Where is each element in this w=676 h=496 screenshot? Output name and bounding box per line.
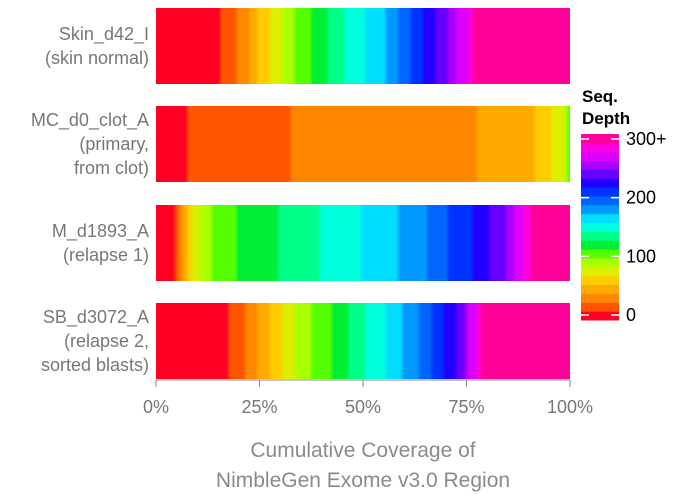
row-label: SB_d3072_A [43, 307, 149, 328]
legend-swatch [581, 169, 619, 179]
legend-swatch [581, 134, 619, 144]
legend-swatch [581, 249, 619, 259]
legend-swatch [581, 293, 619, 303]
row-label: (primary, [79, 134, 149, 154]
legend-swatch [581, 178, 619, 188]
x-axis-title-line: NimbleGen Exome v3.0 Region [216, 469, 510, 492]
legend-swatch [581, 284, 619, 294]
x-tick-label: 25% [241, 397, 277, 417]
legend-swatch [581, 142, 619, 153]
legend-swatch [581, 240, 619, 250]
legend-swatch [581, 231, 619, 241]
legend-tick-label: 100 [626, 246, 656, 266]
legend-swatch [581, 275, 619, 286]
legend-title-line: Depth [582, 109, 630, 128]
x-tick-label: 100% [547, 397, 593, 417]
legend-swatch [581, 204, 619, 215]
row-label: (relapse 1) [63, 245, 149, 265]
row-label: from clot) [74, 158, 149, 178]
x-axis: 0% 25% 50% 75% 100% [143, 379, 593, 417]
row-label: Skin_d42_I [59, 24, 149, 45]
legend-swatch [581, 258, 619, 268]
legend-swatch [581, 311, 619, 321]
legend-swatch [581, 160, 619, 170]
legend-swatch [581, 151, 619, 162]
legend-swatch [581, 266, 619, 277]
legend-swatch [581, 196, 619, 206]
x-tick-label: 0% [143, 397, 169, 417]
row-label: sorted blasts) [41, 355, 149, 375]
row-label: M_d1893_A [52, 221, 149, 242]
row-label: MC_d0_clot_A [31, 110, 149, 131]
heatmap-row-1 [156, 8, 570, 84]
heatmap-row-4 [156, 303, 570, 379]
legend-tick-label: 300+ [626, 129, 667, 149]
legend-title-line: Seq. [582, 87, 618, 106]
legend: Seq. Depth 0 100 200 300+ [581, 87, 667, 325]
x-axis-title: Cumulative Coverage of NimbleGen Exome v3… [216, 439, 510, 492]
heatmap-row-3 [156, 205, 570, 281]
x-tick-label: 50% [345, 397, 381, 417]
row-label: (skin normal) [45, 48, 149, 68]
legend-tick-label: 200 [626, 188, 656, 208]
legend-swatch [581, 302, 619, 312]
x-axis-title-line: Cumulative Coverage of [250, 439, 475, 462]
legend-swatch [581, 213, 619, 224]
heatmap-row-2 [156, 106, 570, 182]
row-label: (relapse 2, [64, 331, 149, 351]
heatmap-rows: Skin_d42_I (skin normal) MC_d0_clot_A (prim… [31, 8, 570, 379]
legend-tick-label: 0 [626, 305, 636, 325]
x-tick-label: 75% [448, 397, 484, 417]
legend-swatch [581, 187, 619, 197]
legend-swatch [581, 222, 619, 232]
